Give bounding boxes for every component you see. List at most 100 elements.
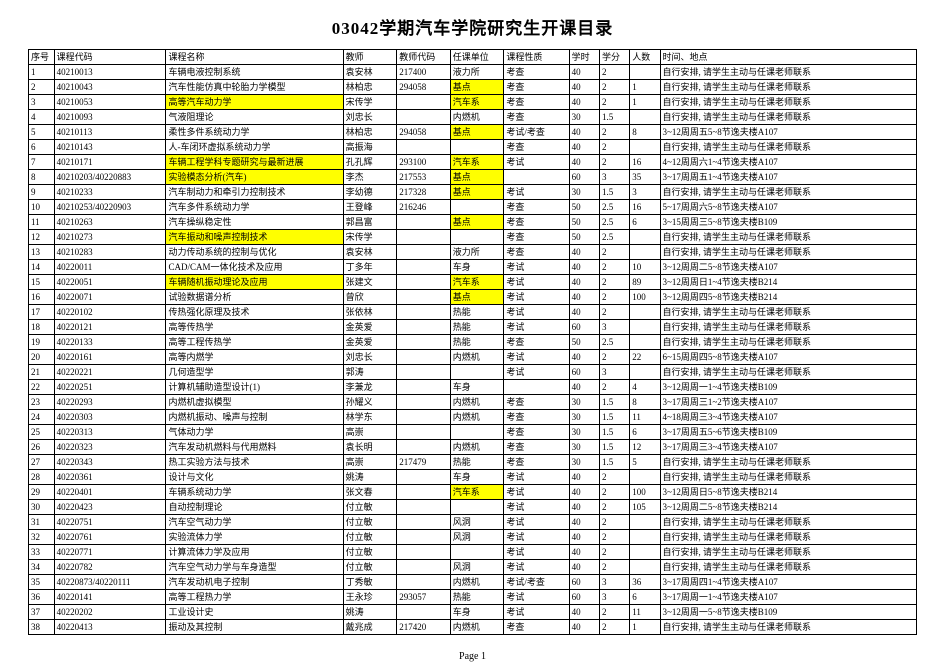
cell-num	[630, 305, 660, 320]
cell-num: 36	[630, 575, 660, 590]
cell-hours: 40	[569, 95, 599, 110]
cell-teacher: 姚涛	[343, 605, 397, 620]
cell-name: 高等工程热力学	[166, 590, 343, 605]
cell-note: 自行安排, 请学生主动与任课老师联系	[660, 320, 916, 335]
cell-credit: 2.5	[599, 215, 629, 230]
cell-teacher: 高崇	[343, 455, 397, 470]
cell-code: 40220141	[54, 590, 166, 605]
cell-teacher: 张建文	[343, 275, 397, 290]
table-row: 1740220102传热强化原理及技术张依林热能考试402自行安排, 请学生主动…	[29, 305, 917, 320]
cell-code: 40220761	[54, 530, 166, 545]
cell-code: 40220782	[54, 560, 166, 575]
cell-credit: 2.5	[599, 335, 629, 350]
cell-seq: 25	[29, 425, 55, 440]
cell-name: 几何造型学	[166, 365, 343, 380]
cell-nature: 考查	[504, 230, 569, 245]
cell-teacher: 郭昌富	[343, 215, 397, 230]
table-row: 2740220343热工实验方法与技术高崇217479热能考查301.55自行安…	[29, 455, 917, 470]
cell-code: 40210171	[54, 155, 166, 170]
cell-seq: 22	[29, 380, 55, 395]
cell-credit: 2.5	[599, 200, 629, 215]
cell-nature: 考查	[504, 65, 569, 80]
cell-unit	[450, 200, 504, 215]
cell-teacher: 丁秀敏	[343, 575, 397, 590]
cell-num: 6	[630, 590, 660, 605]
cell-teacher: 姚涛	[343, 470, 397, 485]
cell-tcode	[397, 545, 451, 560]
cell-num: 8	[630, 125, 660, 140]
cell-name: 高等内燃学	[166, 350, 343, 365]
cell-seq: 23	[29, 395, 55, 410]
cell-code: 40210053	[54, 95, 166, 110]
cell-code: 40220423	[54, 500, 166, 515]
cell-hours: 30	[569, 455, 599, 470]
cell-credit: 2	[599, 140, 629, 155]
cell-teacher: 金英爱	[343, 320, 397, 335]
table-row: 2040220161高等内燃学刘忠长内燃机考试402226~15周周四5~8节逸…	[29, 350, 917, 365]
cell-unit: 热能	[450, 305, 504, 320]
cell-code: 40210263	[54, 215, 166, 230]
cell-unit: 内燃机	[450, 395, 504, 410]
cell-nature	[504, 380, 569, 395]
col-header: 学时	[569, 50, 599, 65]
cell-hours: 40	[569, 545, 599, 560]
cell-note: 自行安排, 请学生主动与任课老师联系	[660, 95, 916, 110]
cell-credit: 1.5	[599, 110, 629, 125]
cell-credit: 2	[599, 80, 629, 95]
table-row: 1440220011CAD/CAM一体化技术及应用丁多年车身考试402103~1…	[29, 260, 917, 275]
cell-code: 40210113	[54, 125, 166, 140]
cell-seq: 12	[29, 230, 55, 245]
cell-num	[630, 110, 660, 125]
cell-tcode	[397, 305, 451, 320]
cell-nature: 考试	[504, 560, 569, 575]
cell-tcode	[397, 320, 451, 335]
cell-unit: 车身	[450, 260, 504, 275]
table-row: 140210013车辆电液控制系统袁安林217400液力所考查402自行安排, …	[29, 65, 917, 80]
cell-nature: 考试	[504, 485, 569, 500]
cell-unit: 内燃机	[450, 440, 504, 455]
cell-teacher: 曾欣	[343, 290, 397, 305]
cell-teacher: 宋传学	[343, 230, 397, 245]
cell-nature: 考试	[504, 530, 569, 545]
cell-unit: 车身	[450, 605, 504, 620]
table-row: 2440220303内燃机振动、噪声与控制林学东内燃机考查301.5114~18…	[29, 410, 917, 425]
cell-name: 气体动力学	[166, 425, 343, 440]
cell-note: 自行安排, 请学生主动与任课老师联系	[660, 245, 916, 260]
cell-code: 40220771	[54, 545, 166, 560]
table-row: 2140220221几何造型学郭涛考试603自行安排, 请学生主动与任课老师联系	[29, 365, 917, 380]
cell-nature: 考查	[504, 200, 569, 215]
cell-teacher: 付立敏	[343, 560, 397, 575]
cell-nature: 考试	[504, 275, 569, 290]
cell-note: 4~18周周三3~4节逸夫楼A107	[660, 410, 916, 425]
cell-num: 6	[630, 425, 660, 440]
cell-nature: 考查	[504, 110, 569, 125]
cell-tcode	[397, 560, 451, 575]
cell-credit: 2	[599, 500, 629, 515]
table-row: 3540220873/40220111汽车发动机电子控制丁秀敏内燃机考试/考查6…	[29, 575, 917, 590]
cell-hours: 30	[569, 410, 599, 425]
cell-note: 3~12周周日1~4节逸夫楼B214	[660, 275, 916, 290]
cell-seq: 21	[29, 365, 55, 380]
col-header: 人数	[630, 50, 660, 65]
cell-seq: 16	[29, 290, 55, 305]
cell-note: 自行安排, 请学生主动与任课老师联系	[660, 545, 916, 560]
cell-nature: 考试	[504, 260, 569, 275]
cell-unit: 内燃机	[450, 410, 504, 425]
cell-unit: 汽车系	[450, 275, 504, 290]
cell-code: 40220751	[54, 515, 166, 530]
table-row: 1940220133高等工程传热学金英爱热能考查502.5自行安排, 请学生主动…	[29, 335, 917, 350]
cell-tcode	[397, 365, 451, 380]
cell-seq: 31	[29, 515, 55, 530]
cell-note: 3~17周周三1~2节逸夫楼A107	[660, 395, 916, 410]
cell-name: 工业设计史	[166, 605, 343, 620]
cell-name: 高等工程传热学	[166, 335, 343, 350]
cell-teacher: 金英爱	[343, 335, 397, 350]
cell-num: 16	[630, 200, 660, 215]
cell-code: 40210203/40220883	[54, 170, 166, 185]
cell-teacher: 孙耀义	[343, 395, 397, 410]
cell-seq: 38	[29, 620, 55, 635]
cell-unit	[450, 425, 504, 440]
cell-code: 40210093	[54, 110, 166, 125]
cell-code: 40220071	[54, 290, 166, 305]
cell-credit: 2	[599, 65, 629, 80]
